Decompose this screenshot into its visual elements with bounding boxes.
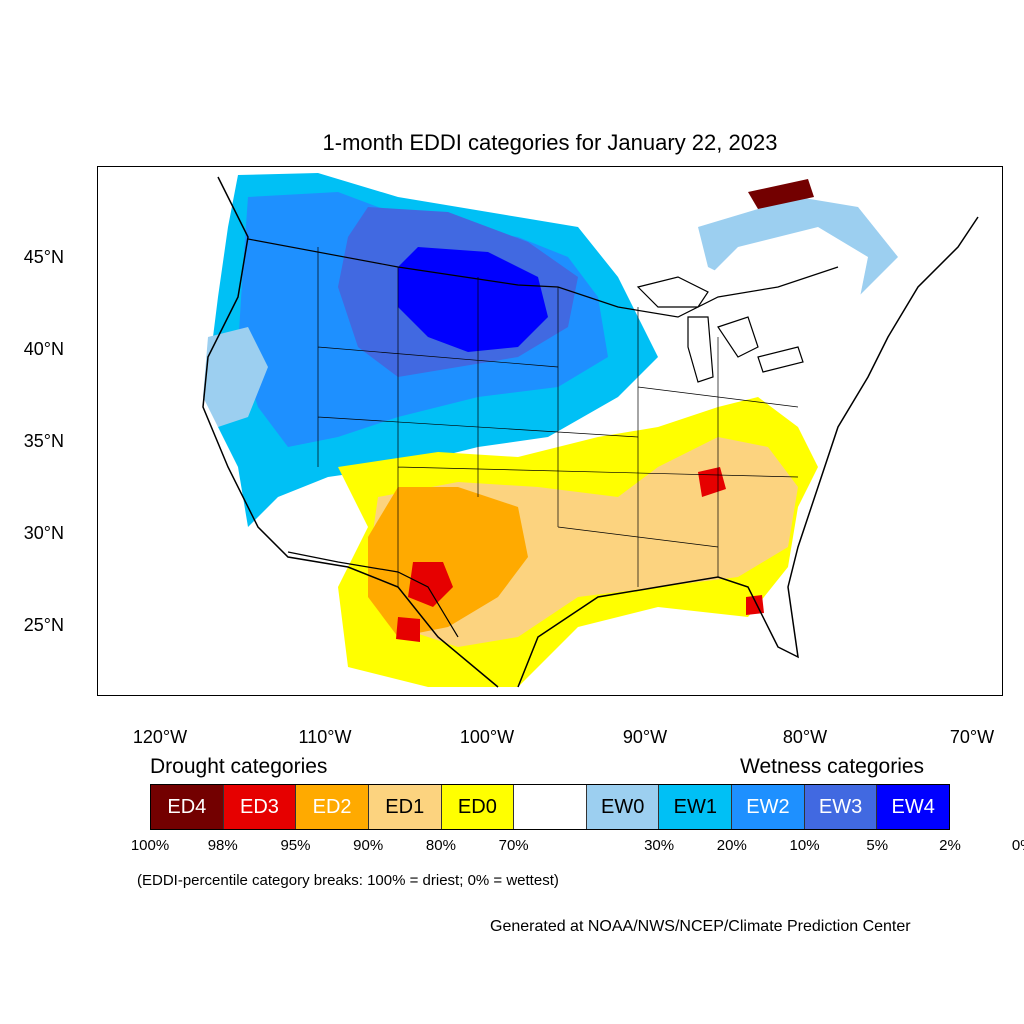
percentile-label: 70% (498, 837, 529, 854)
lon-label-120w: 120°W (132, 727, 188, 747)
lon-label-80w: 80°W (782, 727, 828, 747)
credit-line: Generated at NOAA/NWS/NCEP/Climate Predi… (490, 918, 911, 935)
legend-swatch: ED4 (151, 785, 224, 829)
lat-label-45n: 45°N (23, 247, 64, 267)
legend-swatch: EW3 (804, 785, 878, 829)
legend-swatch (514, 785, 587, 829)
percentile-label: 30% (644, 837, 675, 854)
drought-categories-heading: Drought categories (150, 755, 328, 778)
lat-label-25n: 25°N (23, 615, 64, 635)
percentile-label: 80% (425, 837, 456, 854)
dry-region-ed4-quebec (748, 179, 814, 209)
legend-swatch: ED3 (223, 785, 297, 829)
legend-swatch: ED0 (441, 785, 515, 829)
percentile-label: 100% (130, 837, 170, 854)
category-note: (EDDI-percentile category breaks: 100% =… (137, 872, 559, 889)
percentile-label: 95% (280, 837, 311, 854)
lat-label-30n: 30°N (23, 523, 64, 543)
percentile-label: 90% (353, 837, 384, 854)
legend-swatch: EW0 (586, 785, 660, 829)
lon-label-70w: 70°W (949, 727, 995, 747)
us-outline (202, 176, 979, 688)
lon-label-90w: 90°W (622, 727, 668, 747)
lon-label-110w: 110°W (298, 727, 352, 747)
lat-label-35n: 35°N (23, 431, 64, 451)
percentile-label: 20% (716, 837, 747, 854)
map-frame (97, 166, 1003, 696)
dry-region-ed3-west-texas (396, 617, 420, 642)
legend-swatch: EW4 (877, 785, 950, 829)
state-lines (317, 247, 799, 587)
lon-label-100w: 100°W (459, 727, 515, 747)
percentile-label: 2% (939, 837, 961, 854)
canada-border (247, 238, 839, 318)
percentile-label: 5% (866, 837, 889, 854)
wet-region-ew0-west (203, 327, 268, 427)
eddi-map (202, 173, 979, 688)
wetness-categories-heading: Wetness categories (740, 755, 925, 778)
legend-bar: ED4 ED3 ED2 ED1 ED0 EW0 EW1 EW2 EW3 EW4 (150, 784, 950, 830)
legend-swatch: EW2 (732, 785, 805, 829)
lat-label-40n: 40°N (23, 339, 64, 359)
great-lakes (636, 276, 804, 383)
legend-swatch: ED1 (368, 785, 442, 829)
percentile-label: 10% (789, 837, 820, 854)
legend-swatch: EW1 (659, 785, 733, 829)
percentile-label: 98% (207, 837, 238, 854)
dry-region-ed3-texas (408, 562, 453, 607)
map-title: 1-month EDDI categories for January 22, … (322, 130, 778, 155)
percentile-label: 0% (1011, 837, 1024, 854)
wet-region-ew4 (398, 247, 548, 352)
legend-swatch: ED2 (296, 785, 369, 829)
